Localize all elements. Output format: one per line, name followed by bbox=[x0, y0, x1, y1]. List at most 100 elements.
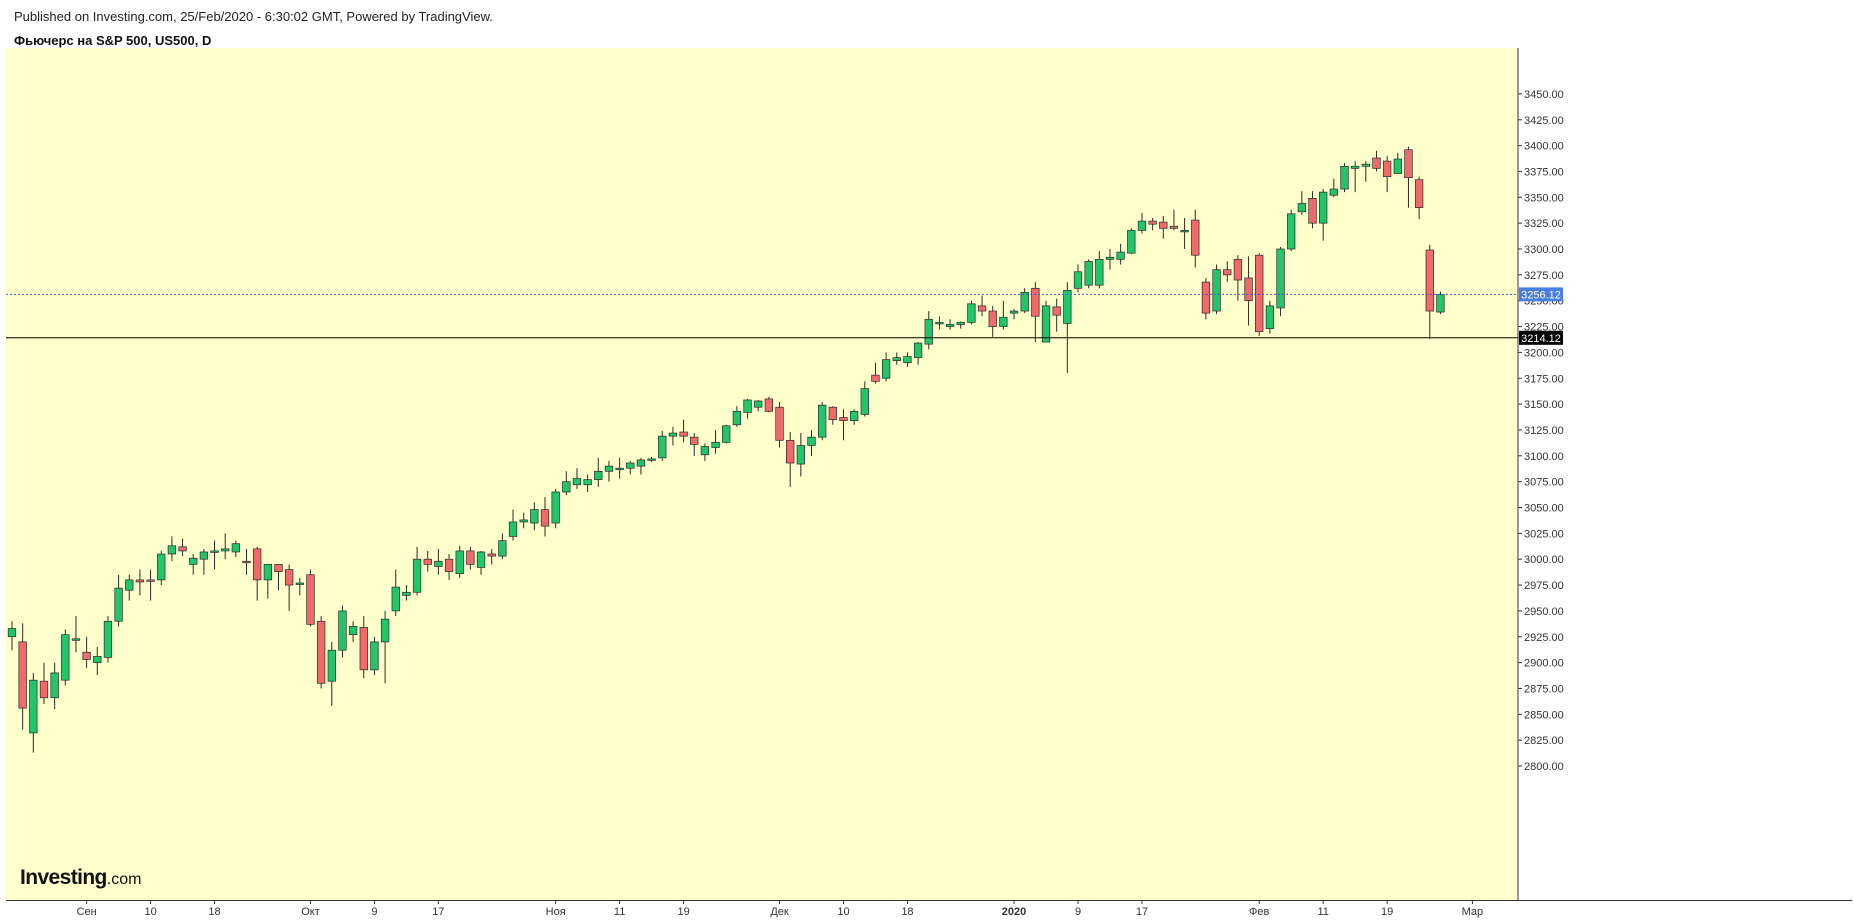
candle[interactable] bbox=[29, 672, 38, 753]
plot-area[interactable] bbox=[6, 48, 1518, 900]
candle[interactable] bbox=[679, 419, 688, 443]
candle[interactable] bbox=[1052, 298, 1061, 332]
candle[interactable] bbox=[1041, 300, 1051, 343]
candle[interactable] bbox=[508, 509, 518, 541]
candle[interactable] bbox=[626, 460, 635, 475]
candle[interactable] bbox=[327, 641, 336, 707]
candle[interactable] bbox=[871, 362, 880, 384]
candle[interactable] bbox=[263, 564, 272, 599]
candle[interactable] bbox=[1031, 282, 1040, 343]
candle[interactable] bbox=[1361, 161, 1370, 182]
candle[interactable] bbox=[658, 430, 667, 461]
candle[interactable] bbox=[935, 316, 944, 330]
candle[interactable] bbox=[540, 497, 550, 537]
candle[interactable] bbox=[1297, 191, 1307, 215]
candle[interactable] bbox=[338, 605, 347, 658]
candle[interactable] bbox=[199, 548, 209, 575]
candle[interactable] bbox=[348, 621, 358, 642]
candle[interactable] bbox=[1020, 288, 1029, 314]
candle[interactable] bbox=[1169, 209, 1179, 231]
candle[interactable] bbox=[519, 512, 528, 529]
candle[interactable] bbox=[242, 548, 251, 575]
candle[interactable] bbox=[1148, 217, 1157, 231]
candle[interactable] bbox=[1084, 259, 1093, 289]
time-axis[interactable]: Сен 10 18 Окт 9 17 Ноя 11 19 Дек 10 18 2020 9 17 Фев 11 1… bbox=[77, 900, 1484, 918]
candle[interactable] bbox=[178, 538, 187, 557]
candle[interactable] bbox=[1063, 282, 1072, 374]
candle[interactable] bbox=[999, 300, 1008, 330]
candle[interactable] bbox=[700, 443, 710, 461]
candle[interactable] bbox=[1073, 264, 1083, 293]
candle[interactable] bbox=[945, 319, 955, 330]
candle[interactable] bbox=[1191, 209, 1200, 268]
candle[interactable] bbox=[306, 569, 315, 627]
candle[interactable] bbox=[604, 460, 614, 482]
candle[interactable] bbox=[583, 474, 592, 492]
price-axis[interactable]: 2800.00 2825.00 2850.00 2875.00 2900.00 2925.… bbox=[1518, 89, 1564, 773]
candle[interactable] bbox=[722, 424, 731, 444]
candle[interactable] bbox=[711, 429, 720, 454]
candle[interactable] bbox=[551, 488, 560, 529]
candle[interactable] bbox=[892, 352, 901, 365]
candle[interactable] bbox=[1127, 228, 1136, 255]
candle[interactable] bbox=[316, 616, 326, 689]
candle[interactable] bbox=[391, 569, 400, 617]
candle[interactable] bbox=[988, 305, 997, 337]
candle[interactable] bbox=[93, 647, 102, 676]
candle[interactable] bbox=[82, 636, 91, 668]
candle[interactable] bbox=[636, 457, 646, 475]
candle[interactable] bbox=[189, 554, 198, 575]
candle[interactable] bbox=[1319, 189, 1328, 241]
candle[interactable] bbox=[807, 429, 816, 456]
candle[interactable] bbox=[786, 432, 795, 487]
candle[interactable] bbox=[1436, 291, 1445, 315]
candle[interactable] bbox=[1265, 300, 1275, 334]
candle[interactable] bbox=[572, 468, 582, 489]
candle[interactable] bbox=[881, 352, 891, 382]
candle[interactable] bbox=[1287, 209, 1296, 252]
candle[interactable] bbox=[1329, 178, 1338, 198]
candle[interactable] bbox=[754, 399, 763, 412]
candle[interactable] bbox=[1212, 264, 1221, 315]
candle[interactable] bbox=[924, 311, 933, 350]
candle[interactable] bbox=[796, 433, 805, 477]
candle[interactable] bbox=[1223, 261, 1232, 283]
candle[interactable] bbox=[210, 540, 219, 570]
candle[interactable] bbox=[359, 616, 368, 679]
candle[interactable] bbox=[444, 554, 454, 580]
candle[interactable] bbox=[849, 409, 859, 425]
candle[interactable] bbox=[18, 623, 27, 730]
candle[interactable] bbox=[903, 352, 912, 367]
candle[interactable] bbox=[562, 471, 571, 496]
candle[interactable] bbox=[1382, 155, 1392, 193]
candle[interactable] bbox=[125, 574, 134, 601]
candle[interactable] bbox=[455, 545, 464, 578]
candle[interactable] bbox=[487, 548, 496, 565]
candle[interactable] bbox=[1105, 249, 1115, 270]
candle[interactable] bbox=[221, 533, 230, 560]
candle[interactable] bbox=[615, 457, 624, 479]
candle[interactable] bbox=[434, 548, 443, 575]
candle[interactable] bbox=[157, 550, 166, 586]
candle[interactable] bbox=[1201, 277, 1211, 320]
candle[interactable] bbox=[913, 342, 923, 365]
candle[interactable] bbox=[39, 662, 49, 704]
candle[interactable] bbox=[167, 536, 177, 562]
candle[interactable] bbox=[1244, 256, 1253, 326]
candle[interactable] bbox=[1009, 308, 1019, 320]
candle[interactable] bbox=[1372, 150, 1381, 172]
candle[interactable] bbox=[135, 569, 145, 596]
candle[interactable] bbox=[732, 406, 742, 427]
candle[interactable] bbox=[1116, 243, 1125, 265]
candle[interactable] bbox=[274, 564, 283, 591]
candle[interactable] bbox=[743, 398, 752, 419]
candle[interactable] bbox=[977, 295, 987, 317]
candle[interactable] bbox=[967, 300, 976, 325]
candle[interactable] bbox=[1414, 176, 1424, 220]
candle[interactable] bbox=[594, 457, 603, 487]
candle[interactable] bbox=[690, 433, 699, 456]
candle[interactable] bbox=[103, 616, 113, 663]
candle[interactable] bbox=[370, 636, 379, 676]
candle[interactable] bbox=[530, 502, 539, 531]
